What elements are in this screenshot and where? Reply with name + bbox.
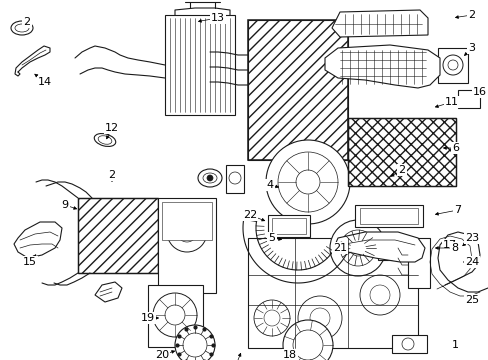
Bar xyxy=(407,238,429,288)
Circle shape xyxy=(278,152,337,212)
Bar xyxy=(347,118,455,186)
Circle shape xyxy=(177,222,197,242)
Bar xyxy=(359,208,417,224)
Bar xyxy=(354,205,422,227)
Bar xyxy=(78,198,158,273)
Bar xyxy=(164,15,235,115)
Text: 18: 18 xyxy=(283,350,296,360)
Circle shape xyxy=(383,241,399,257)
Text: 7: 7 xyxy=(453,205,461,215)
Circle shape xyxy=(253,300,289,336)
Text: 25: 25 xyxy=(464,295,478,305)
Ellipse shape xyxy=(203,173,217,183)
Bar xyxy=(437,48,467,83)
Text: 24: 24 xyxy=(464,257,478,267)
Bar xyxy=(247,20,347,160)
Bar xyxy=(158,198,216,293)
Circle shape xyxy=(295,170,319,194)
Bar xyxy=(267,215,309,237)
Bar xyxy=(162,202,212,240)
Circle shape xyxy=(264,310,280,326)
Text: 8: 8 xyxy=(450,243,458,253)
Text: 6: 6 xyxy=(451,143,459,153)
Text: 2: 2 xyxy=(108,170,115,180)
Text: 19: 19 xyxy=(141,313,155,323)
Bar xyxy=(377,238,405,260)
Circle shape xyxy=(183,333,206,357)
Polygon shape xyxy=(95,282,122,302)
Ellipse shape xyxy=(15,24,29,32)
Circle shape xyxy=(442,55,462,75)
Circle shape xyxy=(265,140,349,224)
Polygon shape xyxy=(331,10,427,37)
Ellipse shape xyxy=(11,21,33,35)
Text: 20: 20 xyxy=(155,350,169,360)
Circle shape xyxy=(228,172,241,184)
Circle shape xyxy=(401,338,413,350)
Bar xyxy=(78,198,158,273)
Circle shape xyxy=(153,293,197,337)
Ellipse shape xyxy=(94,134,116,147)
Circle shape xyxy=(283,320,332,360)
Text: 1: 1 xyxy=(450,340,458,350)
Text: 5: 5 xyxy=(268,233,275,243)
Circle shape xyxy=(292,330,323,360)
Circle shape xyxy=(206,175,213,181)
Text: 14: 14 xyxy=(38,77,52,87)
Text: 23: 23 xyxy=(464,233,478,243)
Circle shape xyxy=(297,296,341,340)
Polygon shape xyxy=(14,222,62,258)
Bar xyxy=(247,238,417,348)
Ellipse shape xyxy=(198,169,222,187)
Text: 13: 13 xyxy=(210,13,224,23)
Text: 11: 11 xyxy=(444,97,458,107)
Text: 2: 2 xyxy=(398,165,405,175)
Text: 4: 4 xyxy=(266,180,273,190)
Ellipse shape xyxy=(98,136,112,144)
Text: 12: 12 xyxy=(105,123,119,133)
Bar xyxy=(225,165,244,193)
Circle shape xyxy=(359,275,399,315)
Text: 21: 21 xyxy=(332,243,346,253)
Bar xyxy=(148,285,203,347)
Polygon shape xyxy=(334,232,424,262)
Text: 22: 22 xyxy=(243,210,257,220)
Text: 15: 15 xyxy=(23,257,37,267)
Bar xyxy=(247,20,347,160)
Bar xyxy=(457,90,479,108)
Text: 2: 2 xyxy=(23,17,30,27)
Circle shape xyxy=(387,245,395,253)
Bar xyxy=(391,335,426,353)
Text: 16: 16 xyxy=(472,87,486,97)
Polygon shape xyxy=(325,45,439,88)
Circle shape xyxy=(167,212,206,252)
Circle shape xyxy=(349,240,365,256)
Circle shape xyxy=(183,228,191,236)
Bar xyxy=(347,118,455,186)
Circle shape xyxy=(369,285,389,305)
Circle shape xyxy=(339,230,375,266)
Circle shape xyxy=(329,220,385,276)
Circle shape xyxy=(175,325,215,360)
Text: 17: 17 xyxy=(442,240,456,250)
Circle shape xyxy=(164,305,184,325)
Circle shape xyxy=(447,60,457,70)
Text: 2: 2 xyxy=(468,10,475,20)
Circle shape xyxy=(309,308,329,328)
Bar xyxy=(271,218,305,234)
Text: 9: 9 xyxy=(61,200,68,210)
Text: 3: 3 xyxy=(468,43,474,53)
